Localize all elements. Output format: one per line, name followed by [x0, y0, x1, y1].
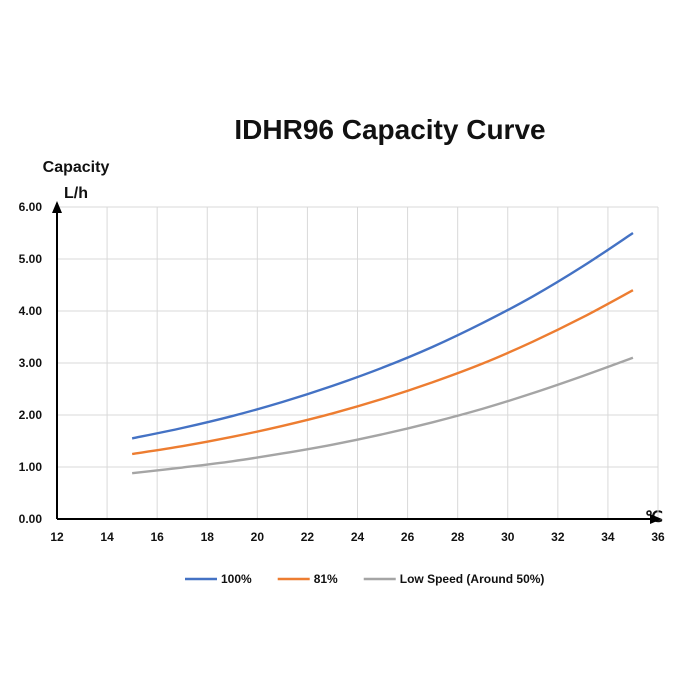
y-tick-label: 6.00 — [19, 200, 43, 214]
legend-label-low-speed-around-50: Low Speed (Around 50%) — [400, 572, 545, 586]
series-line-100 — [131, 232, 634, 440]
grid-layer — [56, 206, 659, 520]
legend-label-100: 100% — [221, 572, 252, 586]
y-axis-arrow-icon — [52, 201, 62, 213]
x-tick-label: 32 — [551, 530, 565, 544]
y-tick-label: 3.00 — [19, 356, 43, 370]
y-tick-label: 1.00 — [19, 460, 43, 474]
x-tick-label: 12 — [50, 530, 64, 544]
x-tick-label: 22 — [301, 530, 315, 544]
x-tick-label: 30 — [501, 530, 515, 544]
y-axis-label: Capacity — [43, 159, 110, 176]
series-line-low-speed-around-50 — [131, 356, 634, 475]
x-tick-label: 14 — [100, 530, 114, 544]
x-tick-label: 26 — [401, 530, 415, 544]
y-tick-label: 2.00 — [19, 408, 43, 422]
y-tick-label: 5.00 — [19, 252, 43, 266]
legend-label-81: 81% — [314, 572, 338, 586]
y-tick-label: 0.00 — [19, 512, 43, 526]
x-tick-label: 24 — [351, 530, 365, 544]
x-tick-label: 34 — [601, 530, 615, 544]
x-tick-label: 18 — [201, 530, 215, 544]
x-tick-label: 20 — [251, 530, 265, 544]
x-tick-label: 36 — [651, 530, 665, 544]
axes — [52, 201, 662, 524]
y-tick-label: 4.00 — [19, 304, 43, 318]
x-tick-label: 16 — [150, 530, 164, 544]
series-line-81 — [131, 289, 634, 456]
x-tick-label: 28 — [451, 530, 465, 544]
x-axis-arrow-icon — [650, 514, 662, 524]
series-layer — [131, 232, 634, 475]
tick-labels: 12 14 16 18 20 22 24 26 28 30 32 34 36 0.00 1.00 2.00 3.… — [19, 200, 665, 544]
y-axis-unit: L/h — [64, 185, 88, 202]
legend: 100% 81% Low Speed (Around 50%) — [185, 572, 544, 586]
chart-title: IDHR96 Capacity Curve — [234, 114, 545, 145]
